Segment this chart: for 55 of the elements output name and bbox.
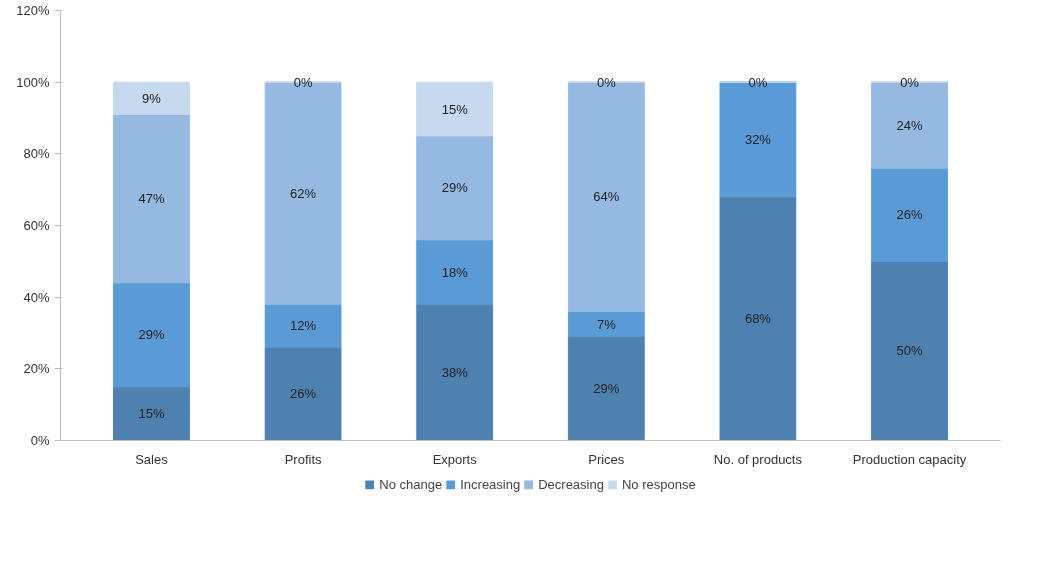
- data-label: 68%: [744, 311, 772, 327]
- data-label: 18%: [441, 264, 469, 280]
- data-label: 0%: [293, 74, 313, 90]
- data-label: 50%: [896, 343, 923, 359]
- data-label: 26%: [896, 207, 923, 223]
- data-label: 64%: [593, 189, 620, 205]
- data-label: 12%: [290, 318, 317, 334]
- y-tick-label: 120%: [16, 3, 50, 18]
- data-label: 15%: [138, 406, 165, 422]
- bar: [719, 196, 797, 441]
- bar: [113, 386, 190, 441]
- x-tick-label: Production capacity: [852, 451, 967, 467]
- bar: [871, 167, 948, 262]
- data-label: 62%: [290, 185, 317, 201]
- bar: [113, 113, 190, 284]
- bar: [113, 81, 190, 115]
- bar: [113, 282, 190, 388]
- data-label: 38%: [441, 364, 469, 380]
- bar: [264, 346, 342, 441]
- data-label: 7%: [596, 316, 617, 332]
- data-label: 0%: [748, 74, 768, 90]
- x-tick-label: Profits: [284, 451, 322, 467]
- data-label: 26%: [290, 386, 317, 402]
- bar: [567, 311, 645, 338]
- data-label: 9%: [142, 90, 162, 106]
- data-label: 32%: [744, 132, 772, 147]
- y-tick-label: 60%: [23, 218, 50, 233]
- x-tick-label: Prices: [588, 451, 625, 467]
- bar: [567, 336, 645, 441]
- y-tick-label: 80%: [23, 146, 50, 162]
- legend-label: Decreasing: [538, 476, 604, 492]
- legend-label: No response: [621, 476, 696, 492]
- bar: [871, 260, 948, 441]
- data-label: 15%: [441, 101, 469, 117]
- data-label: 24%: [896, 117, 923, 133]
- bar: [416, 239, 494, 305]
- y-tick-label: 20%: [23, 361, 50, 377]
- data-label: 29%: [593, 381, 620, 397]
- y-tick-label: 100%: [16, 74, 50, 90]
- legend-label: No change: [379, 476, 443, 492]
- y-tick-label: 0%: [30, 433, 50, 448]
- x-tick-label: No. of products: [713, 451, 803, 467]
- bar: [416, 135, 494, 241]
- data-label: 29%: [441, 180, 469, 196]
- legend-label: Increasing: [460, 476, 521, 492]
- x-tick-label: Exports: [432, 451, 478, 467]
- bar: [416, 81, 494, 137]
- x-tick-label: Sales: [135, 451, 169, 467]
- data-label: 0%: [596, 74, 617, 90]
- data-label: 29%: [138, 327, 165, 343]
- data-label: 0%: [900, 74, 920, 90]
- y-tick-label: 40%: [23, 289, 50, 305]
- bar: [416, 303, 494, 441]
- bar: [264, 303, 342, 348]
- data-label: 47%: [138, 191, 165, 207]
